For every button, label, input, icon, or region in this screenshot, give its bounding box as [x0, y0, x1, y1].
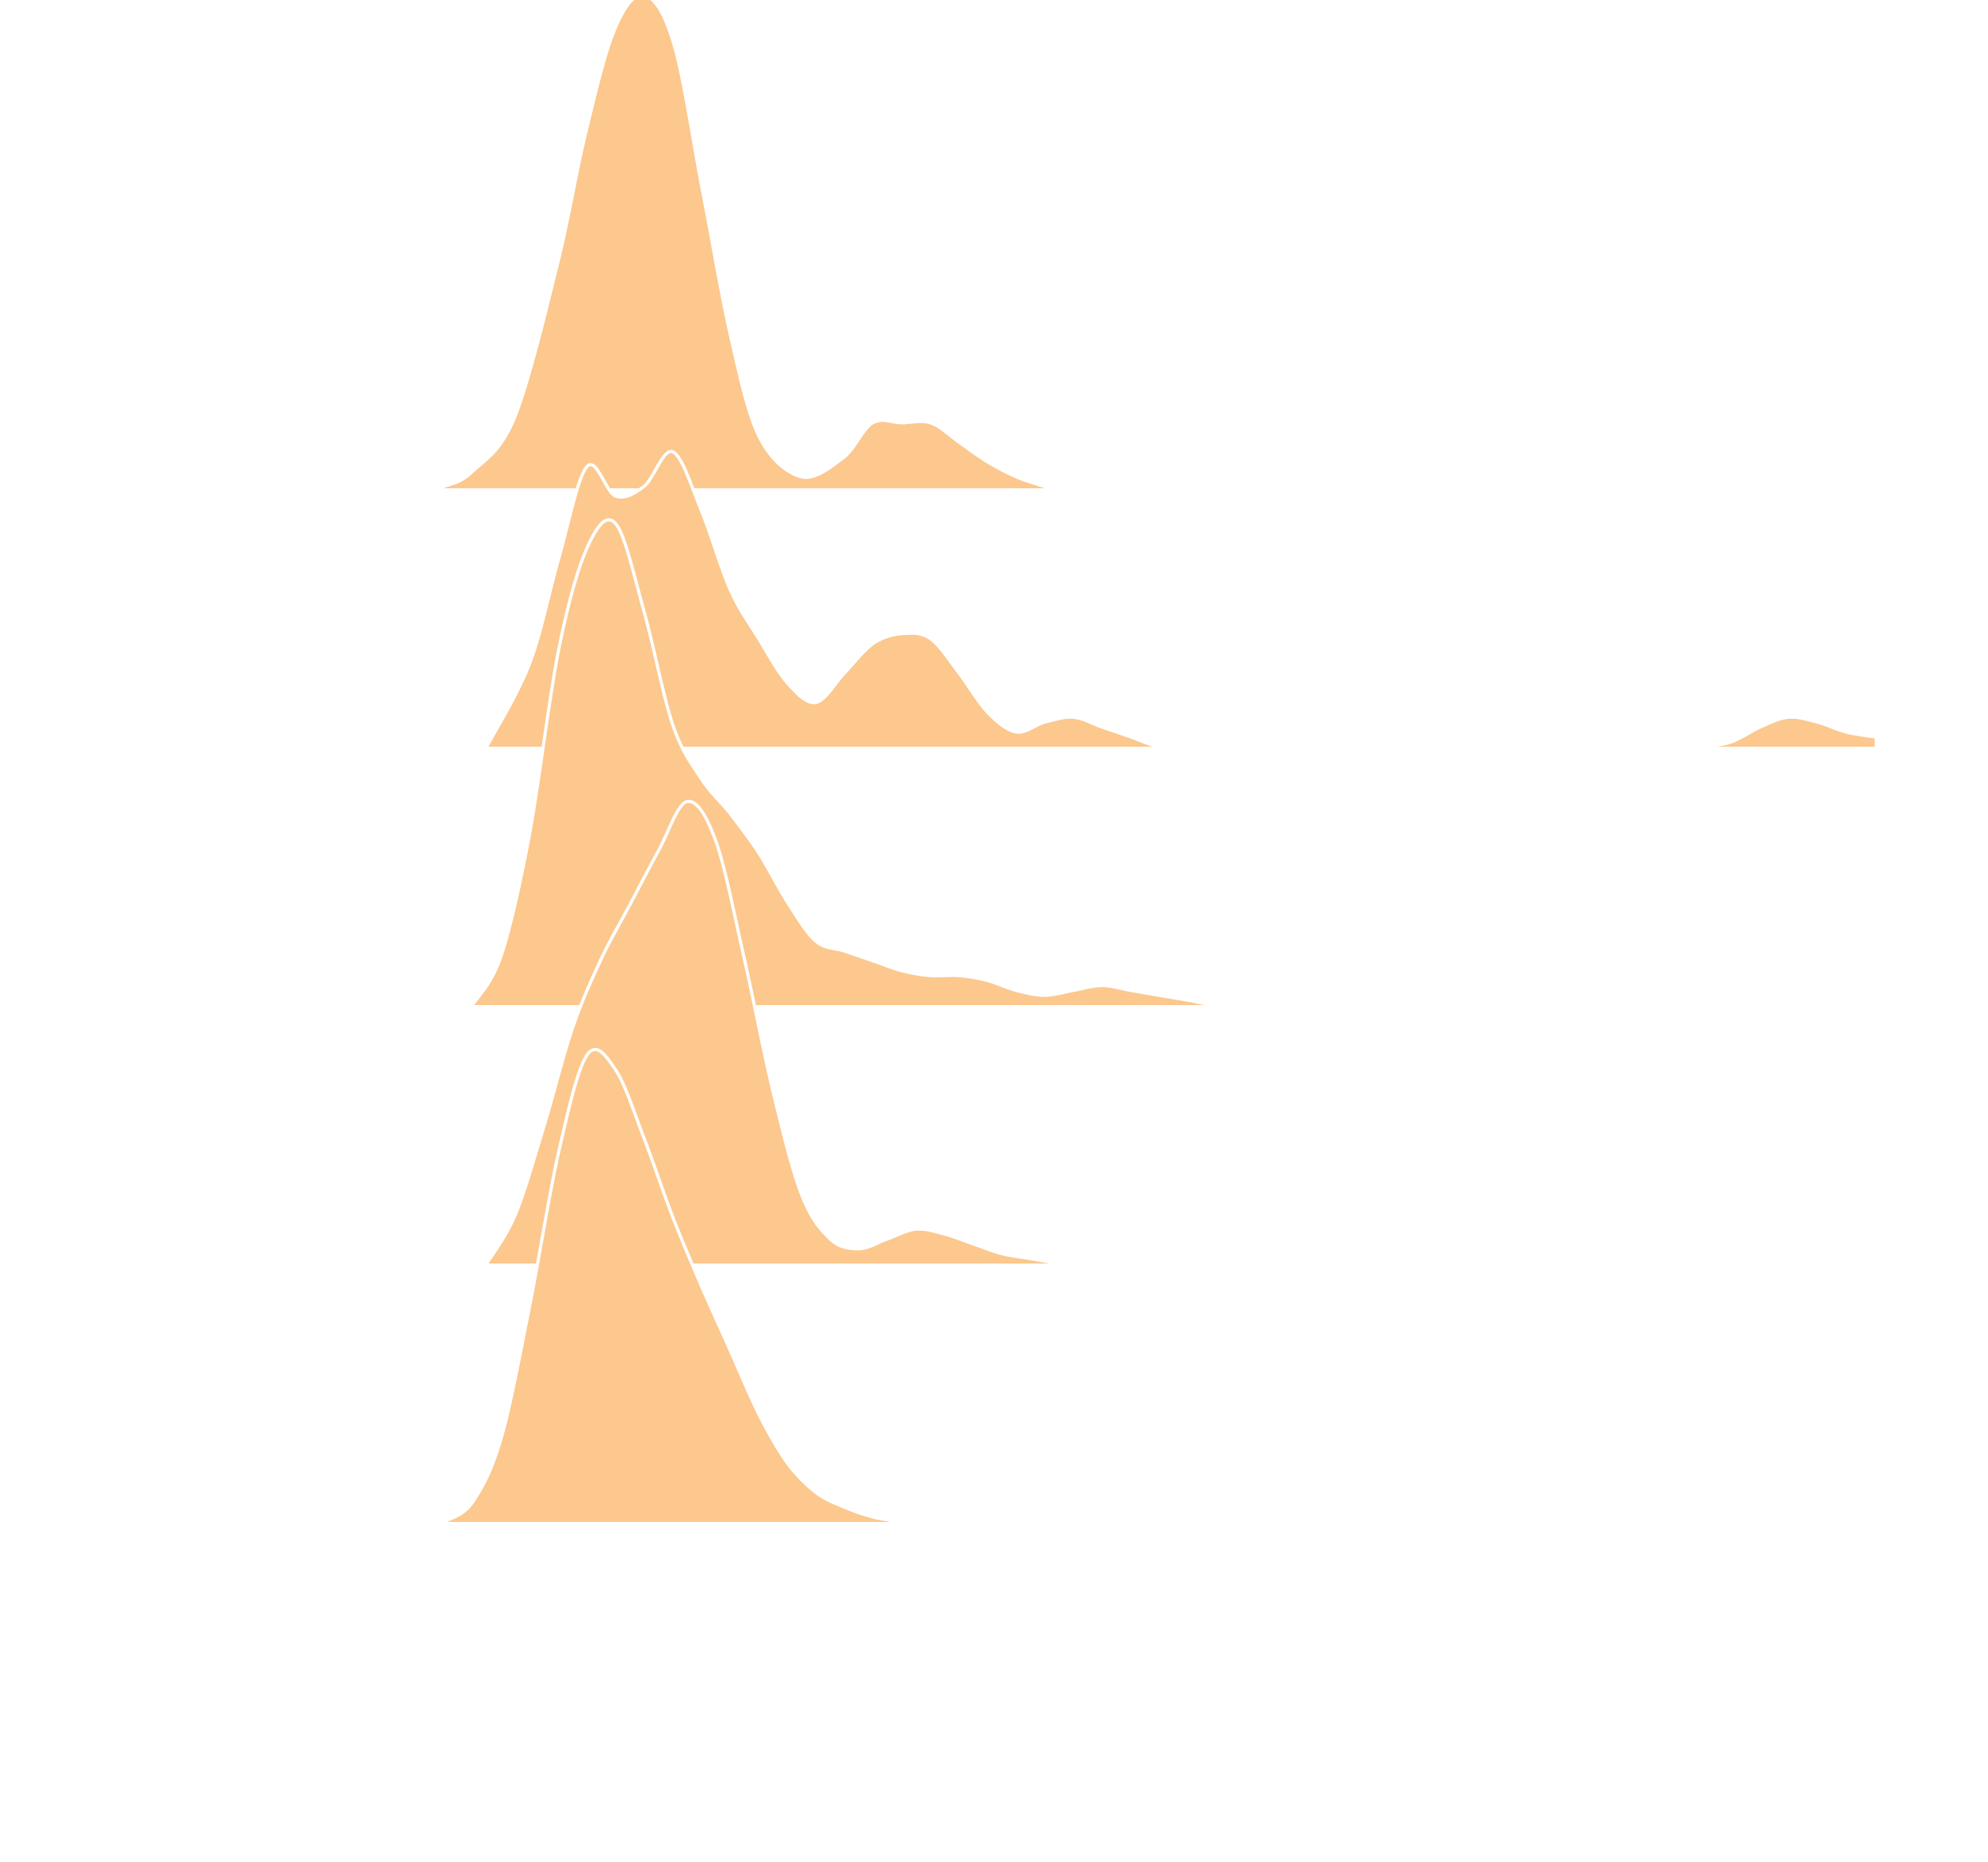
ridge-5	[442, 1048, 902, 1524]
ridge-2-outline	[485, 449, 1875, 749]
ridge-5-outline	[442, 1048, 902, 1524]
ridge-5-area	[444, 1049, 902, 1522]
ridges-group	[442, 0, 1875, 1524]
ridge-1	[444, 0, 1046, 488]
ridge-4-outline	[485, 800, 1060, 1265]
ridge-1-area	[444, 0, 1046, 488]
ridge-3-outline	[471, 518, 1274, 1007]
